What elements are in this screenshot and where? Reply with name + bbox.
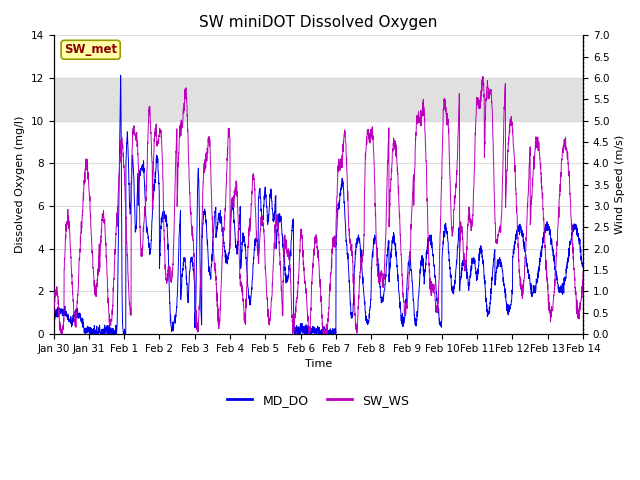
- Legend: MD_DO, SW_WS: MD_DO, SW_WS: [222, 389, 414, 411]
- Bar: [54, 78, 583, 120]
- Text: SW_met: SW_met: [64, 43, 117, 56]
- X-axis label: Time: Time: [305, 360, 332, 370]
- Y-axis label: Wind Speed (m/s): Wind Speed (m/s): [615, 135, 625, 234]
- Title: SW miniDOT Dissolved Oxygen: SW miniDOT Dissolved Oxygen: [199, 15, 438, 30]
- Y-axis label: Dissolved Oxygen (mg/l): Dissolved Oxygen (mg/l): [15, 116, 25, 253]
